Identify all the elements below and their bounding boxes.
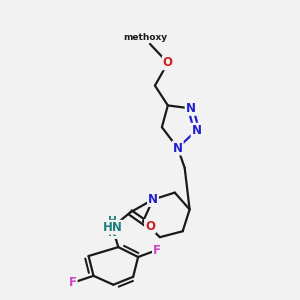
Text: methoxy: methoxy (123, 33, 167, 42)
Text: N: N (148, 193, 158, 206)
Text: N: N (186, 102, 196, 115)
Text: O: O (163, 56, 173, 69)
Text: O: O (145, 220, 155, 233)
Text: N: N (173, 142, 183, 154)
Text: N: N (192, 124, 202, 137)
Text: HN: HN (102, 221, 122, 234)
Text: H
N: H N (108, 217, 117, 238)
Text: F: F (153, 244, 161, 256)
Text: F: F (69, 276, 77, 289)
